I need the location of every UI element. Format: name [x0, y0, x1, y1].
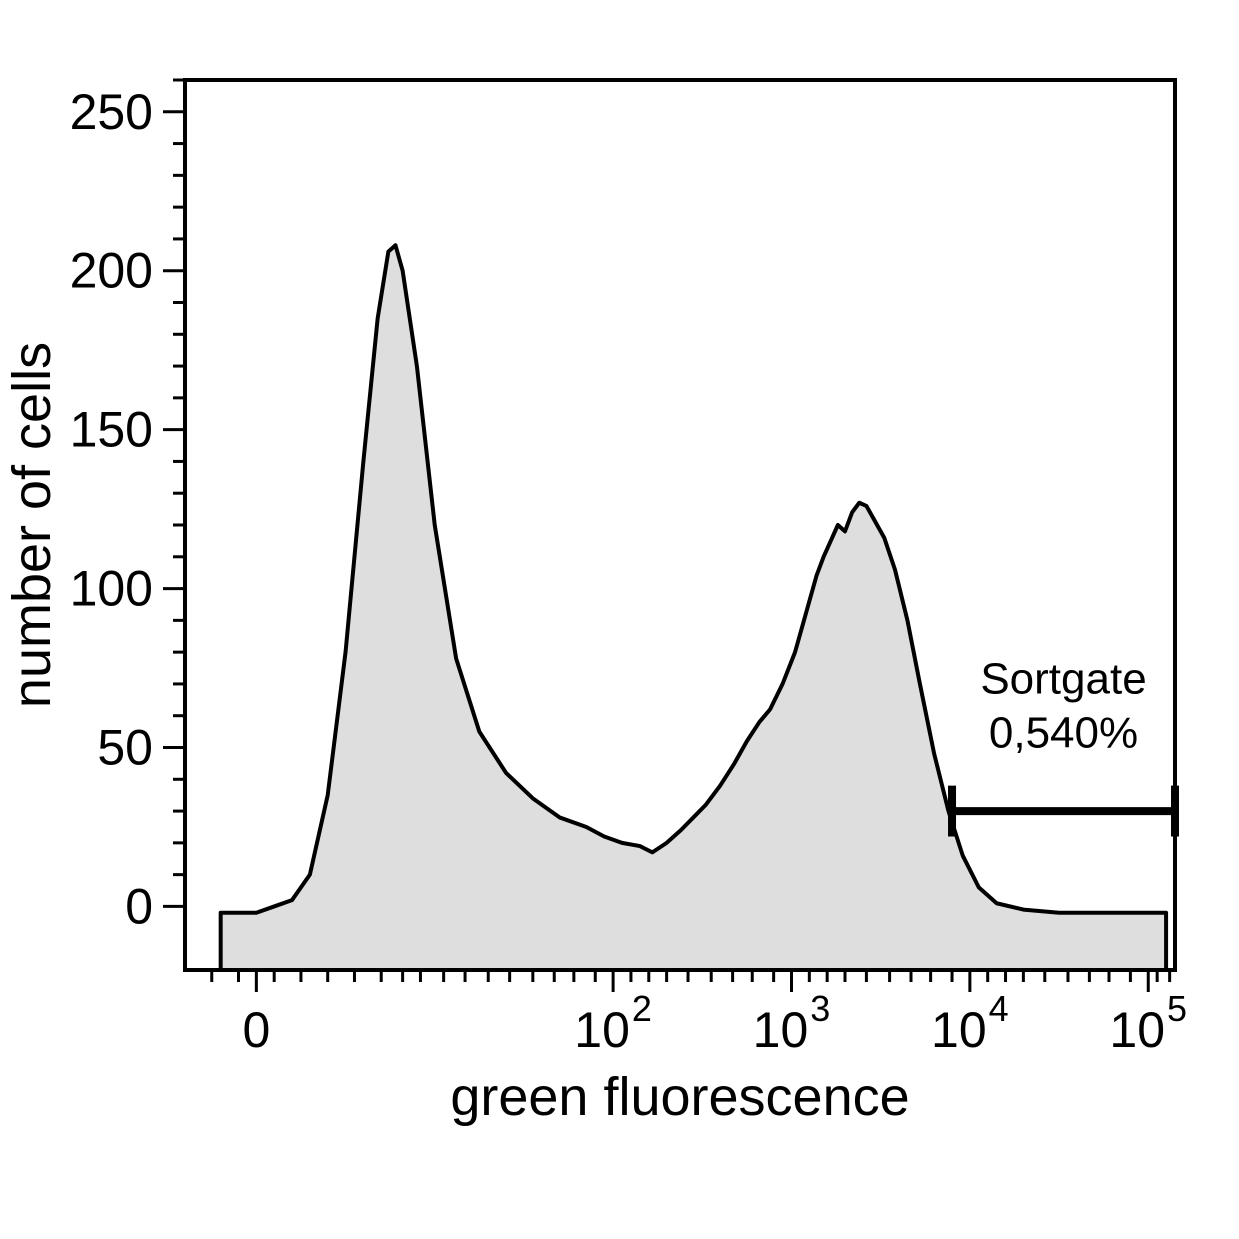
y-tick-label: 100 — [70, 561, 153, 617]
y-tick-label: 50 — [97, 720, 153, 776]
y-tick-label: 150 — [70, 402, 153, 458]
gate-label-line2: 0,540% — [989, 709, 1138, 758]
x-axis-label: green fluorescence — [450, 1067, 909, 1127]
y-tick-label: 200 — [70, 243, 153, 299]
x-tick-label: 0 — [242, 1002, 270, 1058]
flow-cytometry-histogram: 050100150200250number of cells0102103104… — [0, 0, 1239, 1239]
y-axis-label: number of cells — [2, 342, 62, 708]
y-tick-label: 0 — [125, 878, 153, 934]
y-tick-label: 250 — [70, 84, 153, 140]
gate-label-line1: Sortgate — [980, 654, 1146, 703]
